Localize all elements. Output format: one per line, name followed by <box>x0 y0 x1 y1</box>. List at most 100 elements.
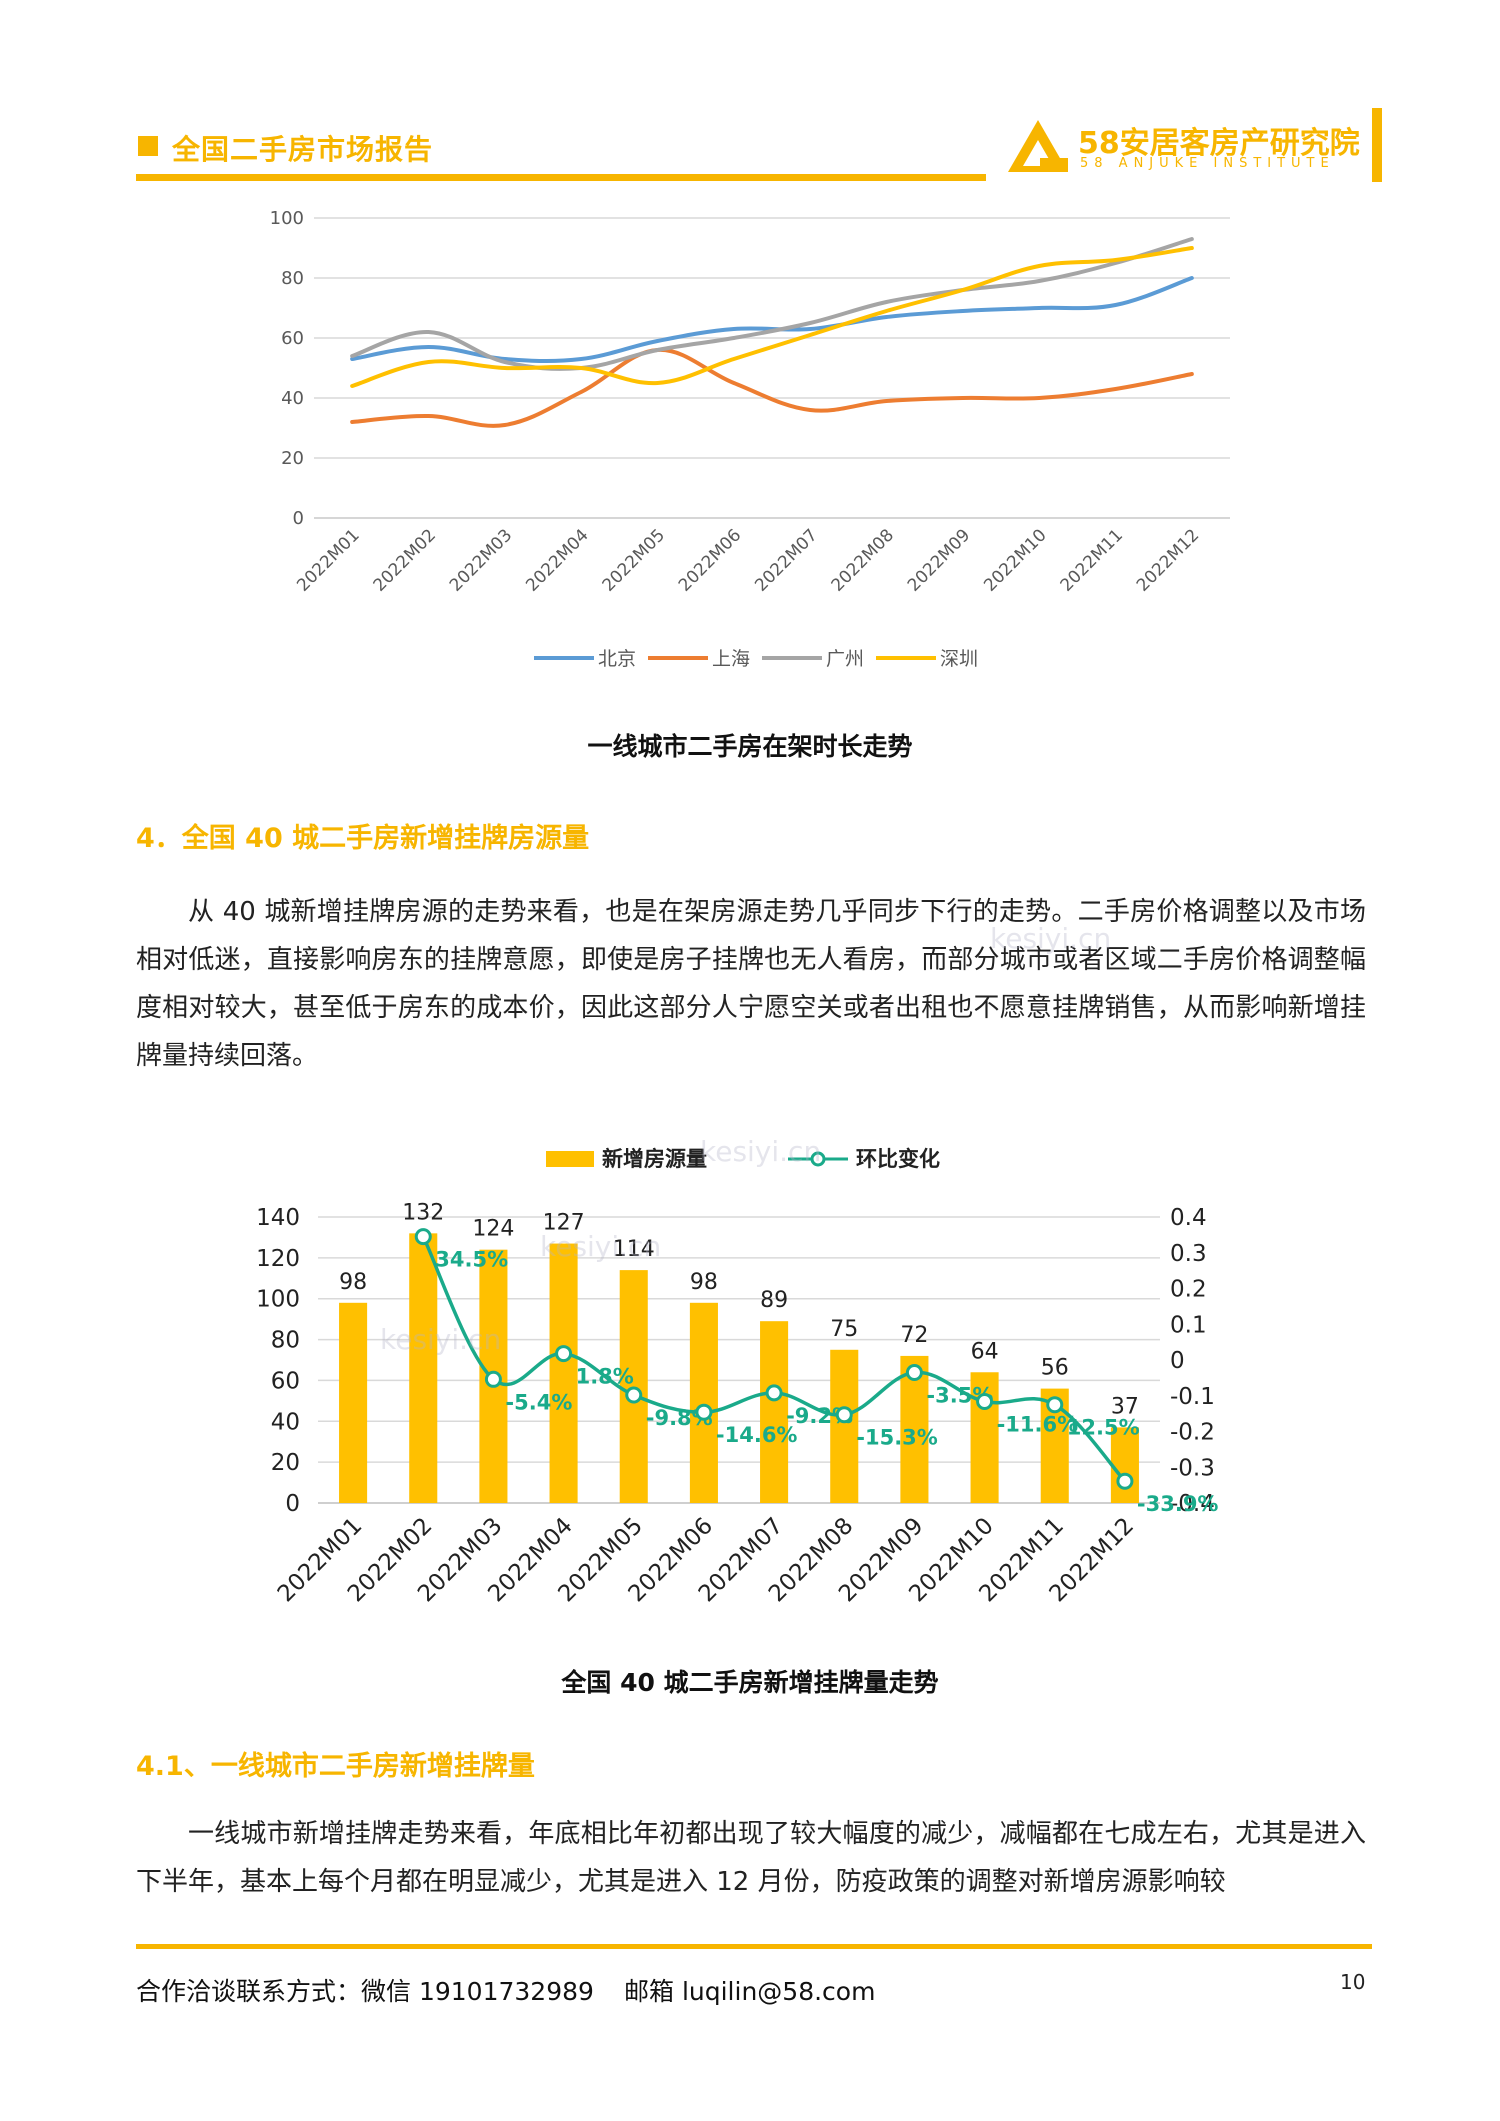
y-tick-label: 40 <box>271 1409 300 1435</box>
x-tick-label: 2022M06 <box>675 525 745 595</box>
line-point <box>905 1364 923 1382</box>
section41-heading: 4.1、一线城市二手房新增挂牌量 <box>136 1751 535 1782</box>
legend-label: 北京 <box>598 648 636 670</box>
line-chart-listing-duration: 0 20 40 60 80 100 2022M01 2022M02 2022M03 2022M04… <box>270 208 1230 670</box>
line-point <box>695 1403 713 1421</box>
watermark: kesiyi.cn <box>380 1323 502 1356</box>
line-value-label: 1.8% <box>576 1365 634 1389</box>
bar <box>689 1302 718 1503</box>
line-value-label: -14.6% <box>716 1423 798 1447</box>
series-line <box>350 237 1194 371</box>
footer-email: 邮箱 luqilin@58.com <box>624 1977 876 2006</box>
bar-value-label: 37 <box>1111 1394 1139 1419</box>
bar <box>339 1302 368 1503</box>
bar-value-label: 124 <box>472 1217 514 1242</box>
report-title: 全国二手房市场报告 <box>172 133 434 166</box>
line-point <box>1046 1396 1064 1414</box>
line-value-label: -33.9% <box>1137 1492 1219 1516</box>
x-tick-label: 2022M07 <box>751 525 821 595</box>
brand-name: 58安居客房产研究院 <box>1078 126 1360 161</box>
watermark: kesiyi.cn <box>540 1230 662 1263</box>
y-tick-label: 60 <box>271 1368 300 1394</box>
footer-contact: 合作洽谈联系方式：微信 19101732989 <box>136 1977 594 2006</box>
line-point <box>1116 1472 1134 1490</box>
line-value-label: -15.3% <box>856 1426 938 1450</box>
bar <box>830 1349 859 1503</box>
y2-tick-label: -0.3 <box>1170 1455 1215 1481</box>
x-tick-label: 2022M10 <box>980 525 1050 595</box>
bar <box>1110 1427 1139 1503</box>
y-tick-label: 80 <box>281 268 304 289</box>
bar-value-label: 132 <box>402 1200 444 1225</box>
x-tick-label: 2022M09 <box>904 525 974 595</box>
bar <box>549 1243 578 1503</box>
bar-value-label: 114 <box>613 1237 655 1262</box>
header-rule <box>136 174 986 181</box>
x-tick-label: 2022M05 <box>599 525 669 595</box>
header-side-bar <box>1372 108 1382 182</box>
line-point <box>555 1345 573 1363</box>
line-point <box>835 1406 853 1424</box>
y2-tick-label: 0.2 <box>1170 1277 1207 1303</box>
legend-label: 上海 <box>712 648 750 670</box>
y-tick-label: 20 <box>271 1450 300 1476</box>
line-value-label: 34.5% <box>435 1248 508 1272</box>
legend-label: 深圳 <box>940 648 978 670</box>
y-tick-label: 100 <box>270 208 304 229</box>
footer-rule <box>136 1944 1372 1949</box>
y-tick-label: 0 <box>293 508 304 529</box>
line-point <box>414 1228 432 1246</box>
y2-tick-label: 0 <box>1170 1348 1185 1374</box>
y2-tick-label: -0.2 <box>1170 1420 1215 1446</box>
section4-heading: 4．全国 40 城二手房新增挂牌房源量 <box>136 823 590 854</box>
y2-tick-label: 0.4 <box>1170 1205 1207 1231</box>
bar-value-label: 98 <box>690 1270 718 1295</box>
x-tick-label: 2022M02 <box>370 525 440 595</box>
section4-paragraph: 从 40 城新增挂牌房源的走势来看，也是在架房源走势几乎同步下行的走势。二手房价… <box>136 897 1366 1071</box>
bar-value-label: 64 <box>971 1339 999 1364</box>
x-tick-label: 2022M08 <box>828 525 898 595</box>
y-tick-label: 0 <box>285 1491 300 1517</box>
bar-value-label: 127 <box>543 1211 585 1236</box>
x-tick-label: 2022M03 <box>446 525 516 595</box>
y-tick-label: 40 <box>281 388 304 409</box>
brand-name-en: 58 ANJUKE INSTITUTE <box>1080 156 1335 171</box>
figure1-caption: 一线城市二手房在架时长走势 <box>587 732 913 761</box>
series-line <box>350 246 1194 388</box>
line-point <box>625 1386 643 1404</box>
bar <box>760 1321 789 1503</box>
x-tick-label: 2022M12 <box>1133 525 1203 595</box>
y-tick-label: 20 <box>281 448 304 469</box>
legend-swatch <box>546 1151 594 1167</box>
anjuke-logo-icon <box>1008 120 1068 172</box>
legend-label: 环比变化 <box>856 1147 940 1171</box>
y2-tick-label: 0.3 <box>1170 1241 1207 1267</box>
line-value-label: 12.5% <box>1067 1416 1140 1440</box>
legend-label: 广州 <box>826 648 864 670</box>
bar <box>409 1233 438 1503</box>
bar-value-label: 56 <box>1041 1356 1069 1381</box>
y-tick-label: 120 <box>256 1246 300 1272</box>
figure2-caption: 全国 40 城二手房新增挂牌量走势 <box>561 1668 939 1697</box>
series-line <box>350 347 1194 428</box>
legend-label: 新增房源量 <box>602 1147 707 1171</box>
watermark: kesiyi.cn <box>700 1135 822 1168</box>
bar-value-label: 75 <box>830 1317 858 1342</box>
y-tick-label: 80 <box>271 1328 300 1354</box>
watermark: kesiyi.cn <box>990 922 1112 955</box>
line-value-label: -11.6% <box>997 1412 1079 1436</box>
bar-value-label: 98 <box>339 1270 367 1295</box>
x-tick-label: 2022M01 <box>293 525 363 595</box>
section41-paragraph: 一线城市新增挂牌走势来看，年底相比年初都出现了较大幅度的减少，减幅都在七成左右，… <box>136 1819 1366 1897</box>
y2-tick-label: -0.1 <box>1170 1384 1215 1410</box>
combo-chart-new-listings: 0 20 40 60 80 100 120 140 -0.4 -0.3 -0.2 -0.1 0 0.1 0.… <box>256 1147 1219 1607</box>
x-tick-label: 2022M11 <box>1057 525 1127 595</box>
y-tick-label: 60 <box>281 328 304 349</box>
line-point <box>976 1392 994 1410</box>
legend-marker <box>810 1151 826 1167</box>
y-tick-label: 100 <box>256 1287 300 1313</box>
x-tick-label: 2022M04 <box>522 525 592 595</box>
page-number: 10 <box>1340 1970 1366 1994</box>
bar-value-label: 72 <box>900 1323 928 1348</box>
y2-tick-label: 0.1 <box>1170 1312 1207 1338</box>
